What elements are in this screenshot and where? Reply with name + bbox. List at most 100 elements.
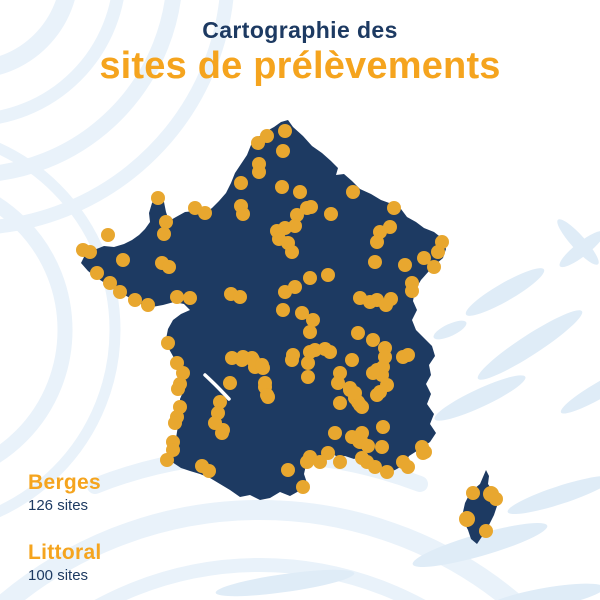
site-dot	[170, 290, 184, 304]
site-dot	[427, 260, 441, 274]
site-dot	[260, 388, 274, 402]
site-dot	[328, 426, 342, 440]
site-dot	[348, 386, 362, 400]
site-dot	[355, 426, 369, 440]
site-dot	[303, 271, 317, 285]
site-dot	[345, 353, 359, 367]
site-dot	[286, 348, 300, 362]
site-dot	[293, 185, 307, 199]
legend-littoral-count: 100 sites	[28, 567, 89, 584]
site-dot	[306, 313, 320, 327]
site-dot	[159, 215, 173, 229]
site-dot	[290, 208, 304, 222]
site-dot	[489, 492, 503, 506]
site-dot	[168, 416, 182, 430]
site-dot	[198, 206, 212, 220]
site-dot	[301, 356, 315, 370]
site-dot	[288, 280, 302, 294]
site-dot	[225, 351, 239, 365]
site-dot	[208, 416, 222, 430]
site-dot	[83, 245, 97, 259]
site-dot	[361, 439, 375, 453]
site-dot	[276, 303, 290, 317]
site-dot	[355, 451, 369, 465]
site-dot	[252, 165, 266, 179]
site-dot	[321, 268, 335, 282]
site-dot	[162, 260, 176, 274]
site-dot	[234, 176, 248, 190]
site-dot	[431, 245, 445, 259]
site-dot	[215, 426, 229, 440]
site-dot	[418, 445, 432, 459]
site-dot	[380, 465, 394, 479]
site-dot	[281, 463, 295, 477]
site-dot	[351, 326, 365, 340]
site-dot	[275, 180, 289, 194]
site-dot	[368, 460, 382, 474]
site-dot	[366, 333, 380, 347]
legend-berges-label: Berges	[28, 471, 102, 494]
site-dot	[401, 460, 415, 474]
site-dot	[318, 342, 332, 356]
site-dot	[161, 336, 175, 350]
site-dot	[375, 440, 389, 454]
site-dot	[141, 298, 155, 312]
site-dot	[304, 200, 318, 214]
site-dot	[313, 455, 327, 469]
site-dot	[333, 396, 347, 410]
site-dot	[295, 306, 309, 320]
legend-item-berges: Berges 126 sites	[28, 471, 102, 514]
france-map	[81, 120, 497, 544]
site-dot	[160, 453, 174, 467]
site-dot	[255, 358, 269, 372]
site-dot	[479, 524, 493, 538]
site-dot	[128, 293, 142, 307]
site-dot	[378, 350, 392, 364]
site-dot	[398, 258, 412, 272]
gironde-estuary	[203, 373, 231, 401]
site-dot	[401, 348, 415, 362]
site-dot	[176, 366, 190, 380]
legend: Berges 126 sites Littoral 100 sites	[28, 471, 102, 584]
site-dot	[376, 420, 390, 434]
site-dot	[285, 245, 299, 259]
site-dot	[202, 464, 216, 478]
page-title: Cartographie des sites de prélèvements	[0, 17, 600, 89]
site-dot	[379, 298, 393, 312]
site-dot	[276, 144, 290, 158]
site-dot	[333, 455, 347, 469]
site-dot	[90, 266, 104, 280]
site-dot	[278, 124, 292, 138]
site-dot	[346, 185, 360, 199]
site-dot	[233, 290, 247, 304]
site-dot	[236, 207, 250, 221]
title-line2: sites de prélèvements	[99, 45, 501, 88]
site-dot	[387, 201, 401, 215]
site-dot	[171, 382, 185, 396]
site-dot	[251, 136, 265, 150]
site-dot	[363, 295, 377, 309]
site-dot	[303, 325, 317, 339]
site-dot	[258, 376, 272, 390]
legend-item-littoral: Littoral 100 sites	[28, 541, 102, 584]
site-dot	[370, 235, 384, 249]
site-dot	[368, 255, 382, 269]
site-dot	[113, 285, 127, 299]
site-dot	[301, 370, 315, 384]
title-line1: Cartographie des	[202, 17, 398, 43]
legend-berges-count: 126 sites	[28, 497, 89, 514]
site-dot	[116, 253, 130, 267]
site-dot	[417, 251, 431, 265]
site-dot	[296, 480, 310, 494]
site-dot	[373, 385, 387, 399]
site-dot	[321, 446, 335, 460]
site-dot	[324, 207, 338, 221]
site-dot	[331, 376, 345, 390]
site-dot	[151, 191, 165, 205]
site-dots	[76, 124, 503, 538]
site-dot	[183, 291, 197, 305]
site-dot	[303, 345, 317, 359]
site-dot	[466, 486, 480, 500]
legend-littoral-label: Littoral	[28, 541, 102, 564]
